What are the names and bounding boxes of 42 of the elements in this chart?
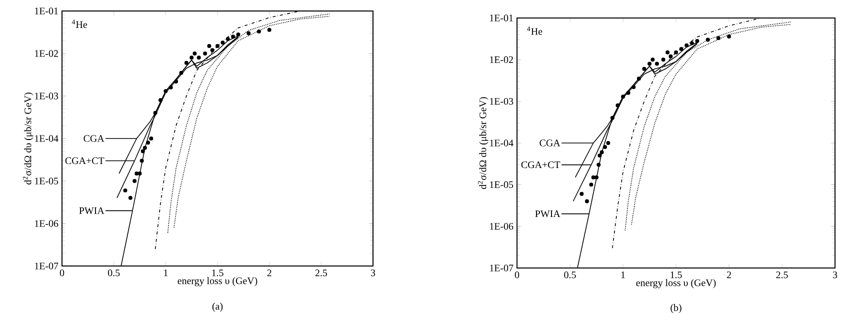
y-tick-label: 1E-04 bbox=[35, 135, 58, 142]
text: CGA+CT bbox=[521, 161, 560, 168]
annotation: $^{4}$He bbox=[527, 26, 542, 35]
y-tick-label: 1E-01 bbox=[35, 8, 58, 14]
y-tick-label: 1E-03 bbox=[35, 92, 58, 100]
y-tick-label: 1E-03 bbox=[490, 98, 514, 105]
x-tick-label: 0 bbox=[514, 272, 520, 278]
x-tick-label: 0.5 bbox=[108, 270, 120, 276]
y-tick-label: 1E-04 bbox=[490, 140, 514, 146]
y-tick-label: 1E-01 bbox=[490, 14, 513, 22]
y-tick-label: 1E-06 bbox=[490, 222, 514, 230]
y-axis-title: d$^{2}$σ/dΩ dυ (μb/sr GeV) bbox=[22, 92, 34, 184]
y-tick-label: 1E-07 bbox=[490, 264, 514, 272]
x-tick-label: 2.5 bbox=[315, 270, 328, 276]
x-axis-title: energy loss υ (GeV) bbox=[178, 277, 258, 286]
y-tick-label: 1E-02 bbox=[490, 56, 513, 64]
x-tick-label: 0 bbox=[60, 270, 64, 276]
x-tick-label: 2.5 bbox=[776, 272, 788, 278]
text: PWIA bbox=[535, 210, 560, 218]
annotation: $^{4}$He bbox=[72, 20, 88, 28]
text: (b) bbox=[670, 304, 682, 314]
text: CGA bbox=[540, 140, 560, 146]
text: CGA+CT bbox=[65, 157, 104, 164]
y-tick-label: 1E-07 bbox=[35, 262, 58, 270]
y-axis-title: d$^{2}$σ/dΩ dυ (μb/sr GeV) bbox=[478, 97, 488, 189]
y-tick-label: 1E-02 bbox=[35, 50, 58, 57]
x-tick-label: 3 bbox=[833, 272, 838, 278]
x-tick-label: 1 bbox=[164, 270, 168, 276]
y-tick-label: 1E-05 bbox=[490, 181, 514, 188]
text: (a) bbox=[212, 302, 223, 312]
x-tick-label: 1.5 bbox=[670, 272, 682, 278]
x-tick-label: 2 bbox=[726, 272, 731, 278]
text: CGA bbox=[84, 135, 104, 142]
x-tick-label: 0.5 bbox=[564, 272, 576, 278]
x-tick-label: 1.5 bbox=[212, 270, 224, 276]
y-tick-label: 1E-06 bbox=[35, 220, 58, 227]
text: PWIA bbox=[79, 207, 104, 214]
x-axis-title: energy loss υ (GeV) bbox=[636, 279, 716, 288]
x-tick-label: 3 bbox=[371, 270, 376, 276]
y-tick-label: 1E-05 bbox=[35, 178, 58, 184]
x-tick-label: 1 bbox=[621, 272, 625, 278]
x-tick-label: 2 bbox=[267, 270, 272, 276]
